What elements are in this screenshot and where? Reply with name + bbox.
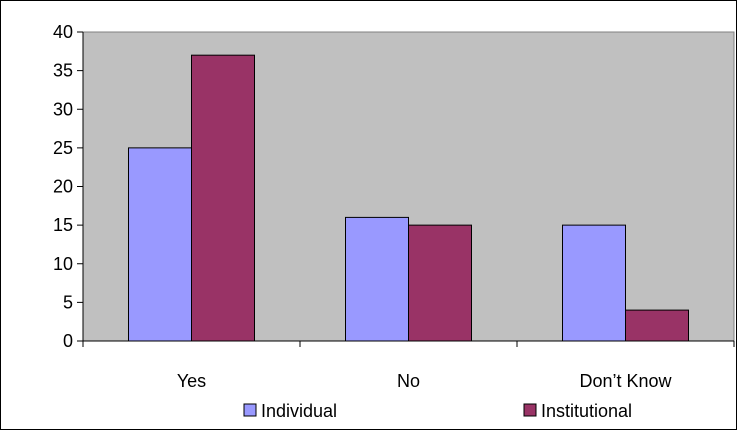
legend-swatch-institutional xyxy=(523,403,537,417)
y-tick-label: 15 xyxy=(53,215,73,235)
y-tick-label: 5 xyxy=(63,292,73,312)
x-tick-label: No xyxy=(397,371,420,391)
y-tick-label: 20 xyxy=(53,177,73,197)
legend-label-individual: Individual xyxy=(261,401,337,421)
y-tick-label: 35 xyxy=(53,61,73,81)
legend: Individual Institutional xyxy=(243,401,632,421)
y-tick-label: 40 xyxy=(53,22,73,42)
y-tick-label: 0 xyxy=(63,331,73,351)
bar-individual-0 xyxy=(128,147,192,342)
y-tick-label: 10 xyxy=(53,254,73,274)
axes-layer: 0 5 10 15 20 25 30 35 40 Yes No Don’t Know xyxy=(53,22,735,391)
bar-institutional-2 xyxy=(625,309,689,342)
y-tick-label: 30 xyxy=(53,99,73,119)
bar-institutional-0 xyxy=(191,54,255,342)
legend-swatch-individual xyxy=(243,403,257,417)
x-tick-label: Don’t Know xyxy=(579,371,672,391)
legend-label-institutional: Institutional xyxy=(541,401,632,421)
y-tick-label: 25 xyxy=(53,138,73,158)
bar-individual-2 xyxy=(562,224,626,342)
bars-layer xyxy=(128,54,689,342)
bar-institutional-1 xyxy=(408,224,472,342)
bar-individual-1 xyxy=(345,216,409,342)
x-tick-label: Yes xyxy=(177,371,206,391)
